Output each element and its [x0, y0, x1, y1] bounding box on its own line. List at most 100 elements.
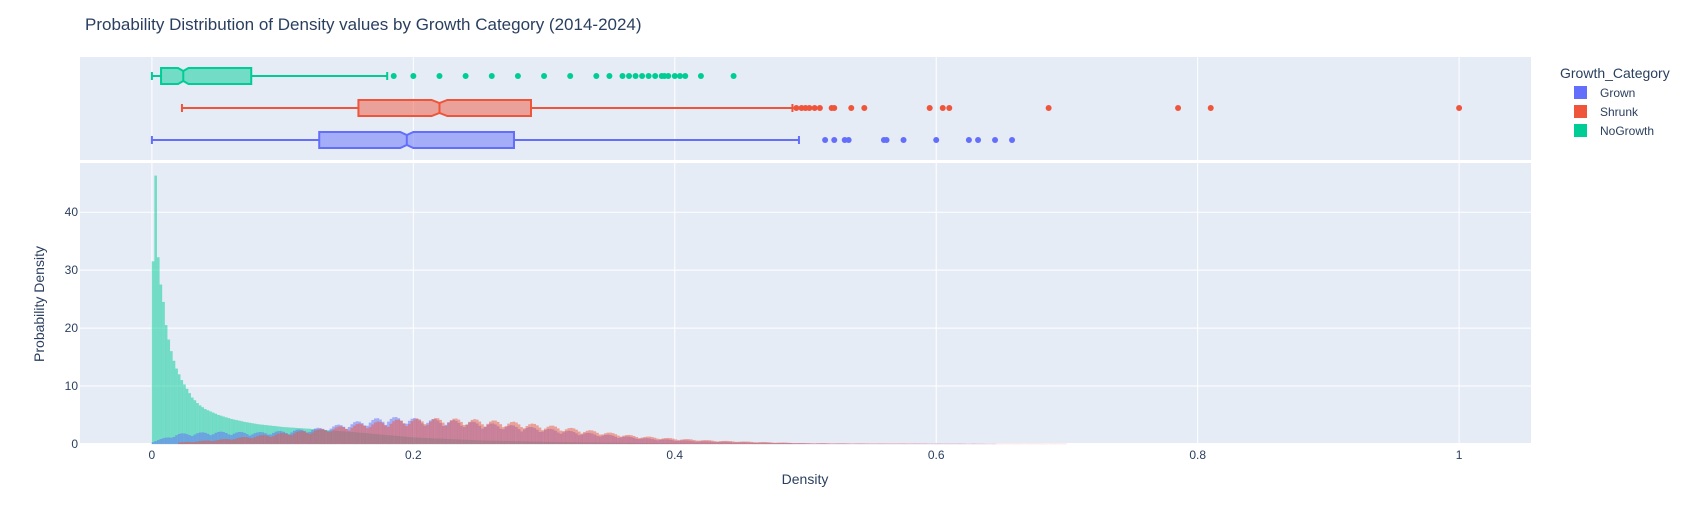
- histogram-bar: [201, 440, 205, 445]
- histogram-bar: [619, 436, 623, 445]
- histogram-bar: [167, 339, 171, 445]
- histogram-bar: [162, 301, 165, 445]
- box-outlier-point: [632, 73, 639, 79]
- histogram-bar: [300, 431, 304, 445]
- y-axis-ticks: 0 10 20 30 40: [65, 205, 79, 451]
- histogram-bar: [232, 439, 236, 445]
- x-tick-label: 1: [1456, 448, 1463, 462]
- histogram-bar: [287, 434, 291, 445]
- histogram-bar: [546, 426, 550, 445]
- box-outlier-point: [822, 137, 829, 143]
- histogram-bar: [711, 440, 714, 445]
- histogram-bar: [732, 441, 735, 445]
- histogram-bar: [713, 441, 717, 445]
- histogram-bar: [755, 442, 759, 445]
- histogram-bar: [373, 422, 377, 445]
- histogram-bar: [515, 422, 518, 445]
- histogram-bar: [679, 439, 683, 445]
- x-axis-title: Density: [782, 471, 829, 487]
- histogram-bar: [384, 425, 388, 445]
- histogram-bar: [483, 426, 487, 445]
- histogram-bar: [219, 439, 223, 445]
- histogram-bar: [170, 351, 173, 445]
- histogram-bar: [664, 438, 667, 445]
- histogram-bar: [292, 433, 296, 445]
- histogram-bar: [337, 426, 340, 445]
- histogram-bar: [345, 428, 348, 445]
- histogram-bar: [826, 443, 829, 445]
- histogram-bar: [753, 442, 756, 445]
- histogram-bar: [773, 442, 777, 445]
- histogram-bar: [358, 423, 361, 445]
- legend-item-nogrowth[interactable]: NoGrowth: [1574, 124, 1654, 138]
- histogram-bar: [164, 325, 168, 445]
- histogram-bar: [397, 419, 401, 445]
- histogram-bar: [455, 418, 458, 445]
- histogram-bar: [677, 440, 680, 445]
- box-outlier-point: [845, 137, 852, 143]
- histogram-bar: [703, 440, 707, 445]
- histogram-bar: [687, 439, 691, 445]
- histogram-bar: [512, 421, 516, 445]
- histogram-bar: [460, 421, 463, 445]
- histogram-bar: [658, 439, 662, 445]
- histogram-bar: [188, 441, 191, 445]
- box-outlier-point: [939, 105, 946, 111]
- histogram-bar: [156, 257, 160, 445]
- histogram-bar: [269, 436, 273, 445]
- histogram-bar: [672, 438, 675, 445]
- legend-item-shrunk[interactable]: Shrunk: [1574, 105, 1639, 119]
- box-outlier-point: [1456, 105, 1463, 111]
- box-outlier-point: [831, 137, 838, 143]
- box-body: [357, 99, 532, 117]
- histogram-bar: [175, 435, 178, 445]
- histogram-bar: [264, 435, 267, 445]
- histogram-bar: [387, 426, 390, 445]
- histogram-bar: [418, 419, 422, 445]
- histogram-bar: [258, 435, 262, 445]
- histogram-bar: [423, 424, 427, 445]
- legend-title: Growth_Category: [1560, 65, 1670, 81]
- histogram-bar: [789, 442, 793, 445]
- histogram-bar: [185, 441, 189, 445]
- histogram-bar: [261, 435, 265, 445]
- histogram-bar: [494, 420, 497, 445]
- histogram-bar: [604, 433, 607, 445]
- histogram-bar: [661, 438, 665, 445]
- x-tick-label: 0.8: [1189, 448, 1206, 462]
- histogram-bar: [230, 439, 233, 445]
- box-body: [160, 67, 253, 85]
- legend: Growth_Category Grown Shrunk NoGrowth: [1560, 65, 1670, 138]
- histogram-bar: [528, 424, 531, 445]
- histogram-bar: [734, 441, 738, 445]
- histogram-bar: [538, 427, 542, 445]
- box-outlier-point: [639, 73, 646, 79]
- histogram-bar: [151, 442, 155, 445]
- histogram-bar: [447, 422, 450, 445]
- histogram-bar: [614, 434, 618, 445]
- histogram-bar: [533, 423, 537, 445]
- histogram-bar: [164, 437, 168, 445]
- histogram-bar: [319, 428, 322, 445]
- histogram-bar: [402, 423, 406, 445]
- histogram-bar: [350, 427, 354, 445]
- histogram-bar: [721, 440, 725, 445]
- histogram-bar: [758, 442, 761, 445]
- histogram-bar: [556, 428, 560, 445]
- histogram-bar: [313, 430, 317, 445]
- histogram-bar: [536, 425, 539, 445]
- box-outlier-point: [665, 73, 672, 79]
- histogram-bar: [567, 428, 571, 445]
- legend-item-grown[interactable]: Grown: [1574, 86, 1635, 100]
- histogram-bar: [256, 436, 259, 445]
- histogram-bar: [617, 435, 620, 445]
- histogram-bar: [190, 442, 194, 445]
- histogram-bar: [381, 423, 385, 445]
- histogram-bar: [428, 421, 432, 445]
- histogram-bar: [596, 432, 599, 445]
- histogram-bar: [588, 430, 591, 445]
- histogram-bar: [763, 442, 767, 445]
- histogram-bar: [627, 434, 631, 445]
- histogram-bar: [601, 434, 605, 445]
- histogram-bar: [669, 438, 673, 445]
